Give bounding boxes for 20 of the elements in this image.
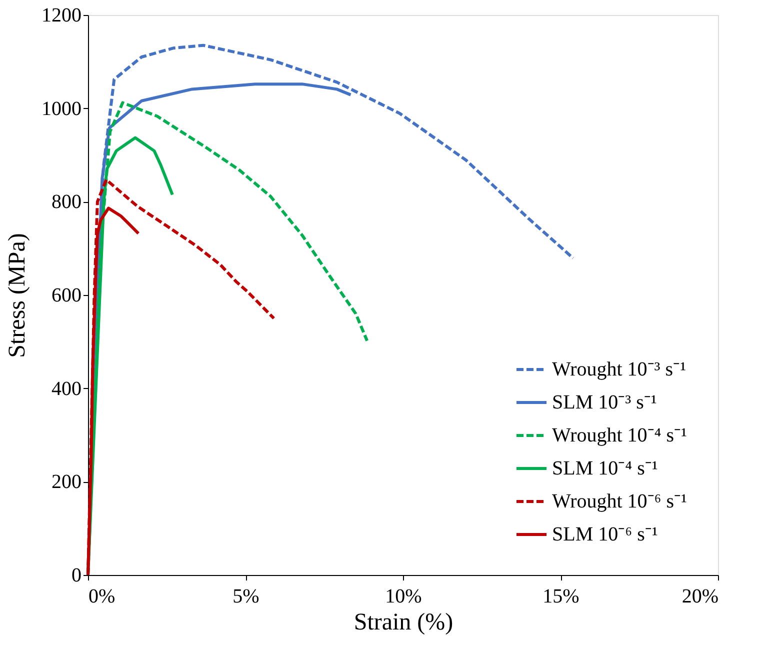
legend-label: SLM 10⁻⁶ s⁻¹ bbox=[552, 524, 658, 546]
x-tick-label: 5% bbox=[232, 586, 260, 608]
legend-label: SLM 10⁻³ s⁻¹ bbox=[552, 392, 657, 414]
y-tick-label: 800 bbox=[52, 191, 82, 214]
y-tick-label: 0 bbox=[72, 564, 82, 586]
x-axis-title: Strain (%) bbox=[354, 610, 454, 636]
y-tick-label: 600 bbox=[52, 284, 82, 306]
x-tick-label: 0% bbox=[88, 586, 116, 608]
y-tick-label: 400 bbox=[52, 378, 82, 400]
y-tick-label: 1200 bbox=[42, 4, 82, 26]
y-axis-title: Stress (MPa) bbox=[4, 233, 30, 358]
y-tick-label: 200 bbox=[52, 471, 82, 494]
x-tick-label: 15% bbox=[542, 586, 580, 608]
y-tick-label: 1000 bbox=[42, 98, 82, 120]
legend-label: Wrought 10⁻³ s⁻¹ bbox=[552, 358, 686, 380]
x-tick-label: 10% bbox=[385, 586, 422, 608]
legend-label: Wrought 10⁻⁴ s⁻¹ bbox=[552, 424, 688, 446]
legend-label: SLM 10⁻⁴ s⁻¹ bbox=[552, 458, 658, 480]
x-tick-label: 20% bbox=[682, 586, 718, 608]
legend-label: Wrought 10⁻⁶ s⁻¹ bbox=[552, 490, 688, 512]
